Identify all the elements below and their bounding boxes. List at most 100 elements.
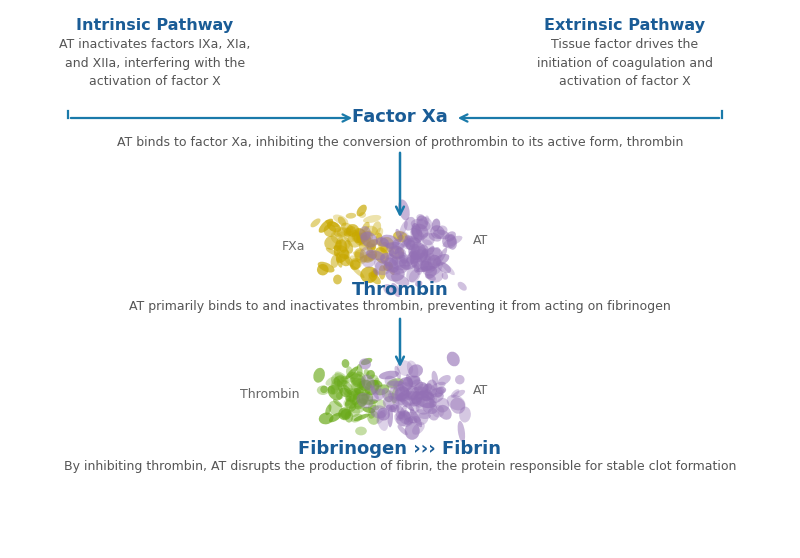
Ellipse shape <box>380 253 398 267</box>
Ellipse shape <box>441 262 455 275</box>
Ellipse shape <box>421 389 429 398</box>
Ellipse shape <box>324 235 338 249</box>
Ellipse shape <box>333 399 342 407</box>
Ellipse shape <box>409 249 422 259</box>
Ellipse shape <box>359 358 371 369</box>
Ellipse shape <box>356 391 370 403</box>
Ellipse shape <box>362 407 375 413</box>
Ellipse shape <box>337 379 343 393</box>
Ellipse shape <box>406 386 419 400</box>
Ellipse shape <box>326 248 338 256</box>
Ellipse shape <box>399 232 411 249</box>
Ellipse shape <box>359 239 370 251</box>
Ellipse shape <box>334 245 340 251</box>
Ellipse shape <box>410 219 430 232</box>
Ellipse shape <box>328 386 335 395</box>
Ellipse shape <box>396 405 406 416</box>
Ellipse shape <box>334 375 346 387</box>
Ellipse shape <box>398 392 409 402</box>
Ellipse shape <box>416 215 428 229</box>
Ellipse shape <box>387 406 393 427</box>
Ellipse shape <box>353 389 361 400</box>
Ellipse shape <box>426 266 443 282</box>
Ellipse shape <box>317 386 329 395</box>
Ellipse shape <box>354 388 361 394</box>
Ellipse shape <box>350 407 364 413</box>
Ellipse shape <box>357 205 367 217</box>
Ellipse shape <box>386 243 399 254</box>
Ellipse shape <box>355 386 370 396</box>
Ellipse shape <box>424 215 430 225</box>
Ellipse shape <box>410 225 420 240</box>
Ellipse shape <box>371 384 382 395</box>
Ellipse shape <box>421 259 429 272</box>
Ellipse shape <box>403 391 418 406</box>
Ellipse shape <box>408 376 420 384</box>
Ellipse shape <box>360 267 378 283</box>
Ellipse shape <box>423 247 442 261</box>
Ellipse shape <box>392 239 401 247</box>
Ellipse shape <box>370 405 379 411</box>
Ellipse shape <box>395 384 405 398</box>
Text: AT inactivates factors IXa, XIa,
and XIIa, interfering with the
activation of fa: AT inactivates factors IXa, XIa, and XII… <box>59 38 250 88</box>
Ellipse shape <box>347 232 362 248</box>
Ellipse shape <box>336 253 342 268</box>
Ellipse shape <box>421 391 435 400</box>
Ellipse shape <box>438 375 450 385</box>
Ellipse shape <box>369 413 375 418</box>
Ellipse shape <box>415 217 433 238</box>
Ellipse shape <box>336 392 343 400</box>
Ellipse shape <box>358 379 372 391</box>
Ellipse shape <box>354 228 367 240</box>
Ellipse shape <box>424 253 434 261</box>
Ellipse shape <box>403 376 421 387</box>
Ellipse shape <box>414 409 429 425</box>
Ellipse shape <box>349 391 360 405</box>
Ellipse shape <box>336 249 349 263</box>
Ellipse shape <box>337 227 350 237</box>
Ellipse shape <box>409 402 420 413</box>
Ellipse shape <box>374 258 388 271</box>
Ellipse shape <box>390 246 404 259</box>
Ellipse shape <box>415 280 422 287</box>
Ellipse shape <box>329 401 342 416</box>
Ellipse shape <box>370 405 388 418</box>
Ellipse shape <box>386 378 403 388</box>
Ellipse shape <box>396 410 410 426</box>
Ellipse shape <box>436 387 446 394</box>
Ellipse shape <box>339 388 350 397</box>
Ellipse shape <box>393 231 408 242</box>
Ellipse shape <box>383 284 394 296</box>
Ellipse shape <box>391 273 410 286</box>
Ellipse shape <box>404 239 410 246</box>
Ellipse shape <box>368 268 378 283</box>
Ellipse shape <box>459 407 471 422</box>
Ellipse shape <box>385 257 398 273</box>
Ellipse shape <box>411 224 428 240</box>
Ellipse shape <box>376 410 386 424</box>
Ellipse shape <box>351 372 366 386</box>
Ellipse shape <box>344 240 353 254</box>
Ellipse shape <box>357 393 374 408</box>
Ellipse shape <box>426 273 436 281</box>
Ellipse shape <box>331 373 345 386</box>
Ellipse shape <box>430 382 446 391</box>
Ellipse shape <box>411 223 422 243</box>
Ellipse shape <box>378 237 394 253</box>
Ellipse shape <box>422 393 430 402</box>
Ellipse shape <box>386 242 404 249</box>
Ellipse shape <box>366 370 375 379</box>
Ellipse shape <box>446 352 460 367</box>
Ellipse shape <box>421 248 428 263</box>
Ellipse shape <box>343 398 354 408</box>
Ellipse shape <box>346 390 355 402</box>
Ellipse shape <box>336 245 350 259</box>
Ellipse shape <box>372 388 386 401</box>
Ellipse shape <box>346 224 359 237</box>
Ellipse shape <box>404 237 419 250</box>
Ellipse shape <box>366 392 374 402</box>
Ellipse shape <box>318 412 334 424</box>
Ellipse shape <box>367 411 380 425</box>
Ellipse shape <box>346 226 356 236</box>
Ellipse shape <box>432 219 440 232</box>
